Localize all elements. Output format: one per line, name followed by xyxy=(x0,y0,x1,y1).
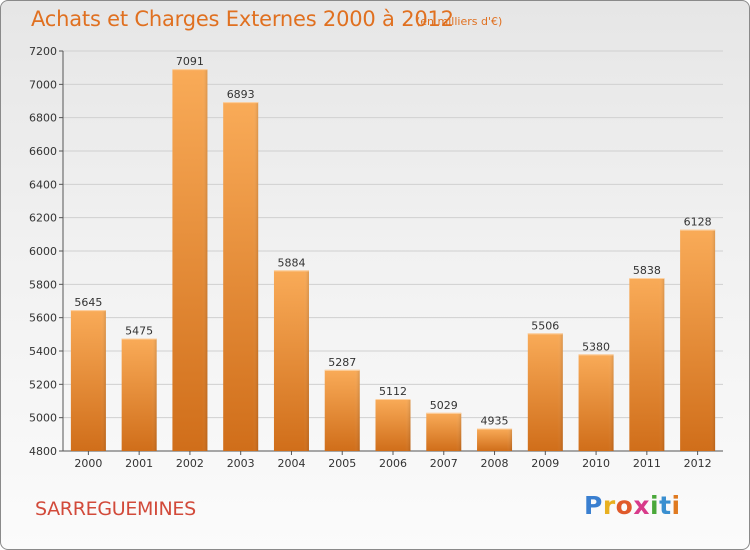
x-tick-label: 2012 xyxy=(684,457,712,470)
chart-title: Achats et Charges Externes 2000 à 2012 xyxy=(31,7,454,31)
bar-shading xyxy=(70,310,106,451)
logo-letter: o xyxy=(615,491,634,520)
logo-letter: t xyxy=(659,491,672,520)
data-label: 6128 xyxy=(684,216,712,229)
bar-shading xyxy=(375,399,411,451)
y-tick-label: 5000 xyxy=(29,412,57,425)
y-tick-label: 4800 xyxy=(29,445,57,458)
y-tick-label: 5200 xyxy=(29,378,57,391)
labels: 4800 5000 5200 5400 5600 5800 6000 6200 6400 6600… xyxy=(29,45,712,470)
data-label: 5287 xyxy=(328,356,356,369)
bar-shading xyxy=(426,412,462,451)
logo-letter: r xyxy=(602,491,616,520)
data-label: 5506 xyxy=(531,319,559,332)
bar-shading xyxy=(324,369,360,451)
x-tick-label: 2005 xyxy=(328,457,356,470)
x-tick-label: 2000 xyxy=(74,457,102,470)
x-tick-label: 2007 xyxy=(430,457,458,470)
x-tick-label: 2002 xyxy=(176,457,204,470)
logo-letter: i xyxy=(650,491,660,520)
logo-letter: x xyxy=(633,491,650,520)
x-tick-label: 2009 xyxy=(531,457,559,470)
data-label: 5645 xyxy=(74,296,102,309)
place-name: SARREGUEMINES xyxy=(35,498,196,520)
y-tick-label: 6600 xyxy=(29,145,57,158)
chart-subtitle: (en milliers d'€) xyxy=(416,15,503,28)
proxiti-logo: Proxiti xyxy=(584,491,681,520)
data-label: 5112 xyxy=(379,385,407,398)
y-tick-label: 6200 xyxy=(29,212,57,225)
x-tick-label: 2001 xyxy=(125,457,153,470)
y-tick-label: 6400 xyxy=(29,178,57,191)
bar-shading xyxy=(121,338,157,451)
y-tick-label: 5400 xyxy=(29,345,57,358)
bar-shading xyxy=(223,102,259,452)
bar-shading xyxy=(578,354,614,451)
data-label: 5380 xyxy=(582,340,610,353)
x-tick-label: 2011 xyxy=(633,457,661,470)
x-tick-label: 2008 xyxy=(481,457,509,470)
data-label: 5838 xyxy=(633,264,661,277)
logo-letter: P xyxy=(584,491,603,520)
data-label: 5029 xyxy=(430,399,458,412)
x-tick-label: 2010 xyxy=(582,457,610,470)
y-tick-label: 6000 xyxy=(29,245,57,258)
y-tick-label: 6800 xyxy=(29,112,57,125)
y-tick-label: 7000 xyxy=(29,78,57,91)
data-label: 6893 xyxy=(227,88,255,101)
x-tick-label: 2003 xyxy=(227,457,255,470)
x-tick-label: 2004 xyxy=(277,457,305,470)
bar-shading xyxy=(629,278,665,451)
data-label: 5475 xyxy=(125,325,153,338)
data-label: 4935 xyxy=(481,415,509,428)
bar-shading xyxy=(680,229,716,451)
bar-shading xyxy=(273,270,309,451)
y-tick-label: 5600 xyxy=(29,312,57,325)
x-tick-label: 2006 xyxy=(379,457,407,470)
bar-shading xyxy=(527,333,563,451)
data-label: 5884 xyxy=(277,256,305,269)
y-tick-label: 5800 xyxy=(29,278,57,291)
bar-shading xyxy=(172,69,208,452)
data-label: 7091 xyxy=(176,55,204,68)
y-tick-label: 7200 xyxy=(29,45,57,58)
bar-shading xyxy=(477,428,513,451)
logo-letter: i xyxy=(671,491,681,520)
bars xyxy=(70,69,716,452)
